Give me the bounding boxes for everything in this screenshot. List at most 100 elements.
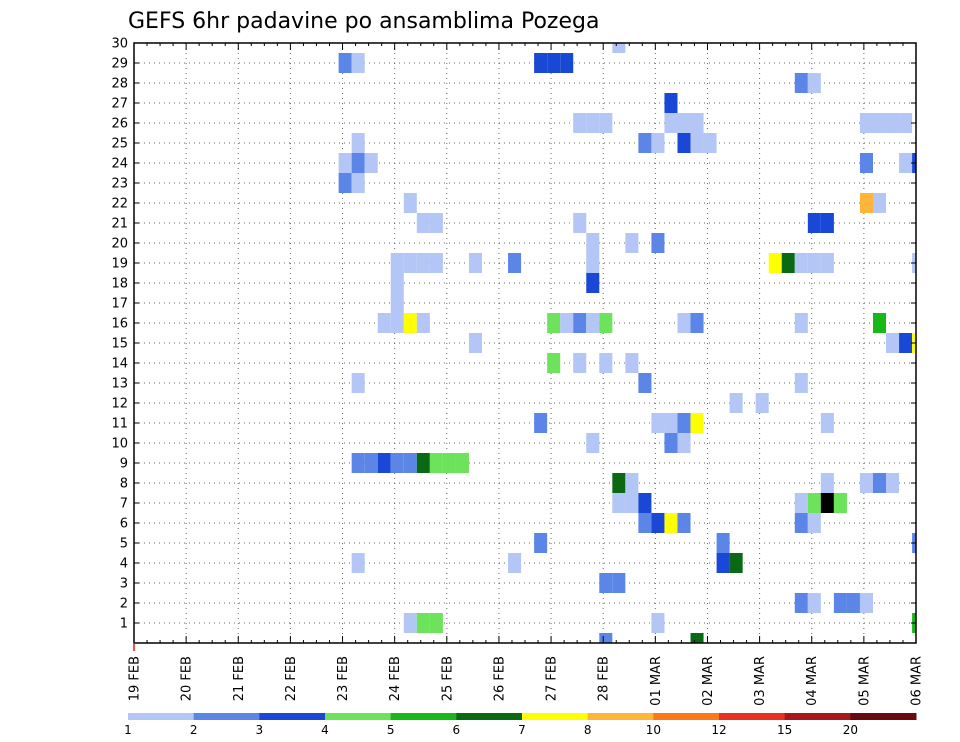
- heatmap-cell: [794, 513, 808, 533]
- heatmap-cell: [664, 113, 678, 133]
- heatmap-cell: [807, 593, 821, 613]
- heatmap-cell: [547, 53, 561, 73]
- colorbar-swatch: [259, 713, 326, 720]
- y-tick-label: 20: [111, 237, 128, 252]
- heatmap-cell: [690, 633, 704, 643]
- x-tick-label: 24 FEB: [388, 656, 403, 701]
- heatmap-cell: [468, 253, 482, 273]
- heatmap-cell: [351, 153, 365, 173]
- heatmap-cell: [599, 573, 613, 593]
- y-tick-label: 11: [111, 417, 128, 432]
- colorbar-label: 7: [518, 723, 526, 737]
- heatmap-cell: [429, 453, 443, 473]
- heatmap-cell: [586, 253, 600, 273]
- heatmap-cell: [429, 613, 443, 633]
- heatmap-cell: [468, 333, 482, 353]
- heatmap-cell: [716, 533, 730, 553]
- heatmap-cell: [586, 233, 600, 253]
- y-tick-label: 3: [120, 577, 128, 592]
- colorbar-swatch: [128, 713, 195, 720]
- heatmap-cell: [664, 413, 678, 433]
- y-tick-label: 10: [111, 437, 128, 452]
- x-tick-label: 27 FEB: [545, 656, 560, 701]
- colorbar-label: 10: [646, 723, 661, 737]
- x-tick-label: 20 FEB: [180, 656, 195, 701]
- y-tick-label: 14: [111, 357, 128, 372]
- heatmap-cell: [338, 53, 352, 73]
- heatmap-cell: [807, 493, 821, 513]
- y-tick-label: 19: [111, 257, 128, 272]
- heatmap-cell: [625, 233, 639, 253]
- heatmap-cell: [833, 593, 847, 613]
- heatmap-cell: [664, 93, 678, 113]
- heatmap-cell: [899, 113, 913, 133]
- heatmap-cell: [886, 113, 900, 133]
- heatmap-cell: [390, 293, 404, 313]
- heatmap-cell: [794, 593, 808, 613]
- heatmap-cell: [899, 333, 913, 353]
- x-tick-label: 22 FEB: [284, 656, 299, 701]
- heatmap-cell: [820, 253, 834, 273]
- heatmap-cell: [625, 473, 639, 493]
- colorbar-label: 15: [777, 723, 792, 737]
- x-tick-label: 02 MAR: [701, 656, 716, 706]
- colorbar-label: 20: [843, 723, 858, 737]
- x-tick-label: 04 MAR: [805, 656, 820, 706]
- y-tick-label: 28: [111, 77, 128, 92]
- heatmap-cell: [390, 273, 404, 293]
- colorbar: 1 2 3 4 5 6 7 8 10 12 15 20: [124, 713, 917, 737]
- y-tick-label: 2: [120, 597, 128, 612]
- x-tick-label: 28 FEB: [597, 656, 612, 701]
- heatmap-cell: [859, 473, 873, 493]
- heatmap-cell: [690, 313, 704, 333]
- heatmap-cell: [820, 413, 834, 433]
- heatmap-cell: [638, 493, 652, 513]
- heatmap-cell: [703, 133, 717, 153]
- colorbar-swatch: [522, 713, 589, 720]
- heatmap-cell: [547, 353, 561, 373]
- colorbar-label: 2: [190, 723, 198, 737]
- heatmap-cell: [768, 253, 782, 273]
- heatmap-cell: [455, 453, 469, 473]
- heatmap-cell: [651, 233, 665, 253]
- y-tick-label: 24: [111, 157, 128, 172]
- heatmap-cell: [534, 413, 548, 433]
- heatmap-cell: [403, 193, 417, 213]
- heatmap-cell: [638, 373, 652, 393]
- y-tick-label: 16: [111, 317, 128, 332]
- heatmap-cell: [390, 313, 404, 333]
- x-tick-label: 05 MAR: [857, 656, 872, 706]
- heatmap-cell: [625, 493, 639, 513]
- heatmap-cell: [403, 613, 417, 633]
- y-tick-label: 18: [111, 277, 128, 292]
- heatmap-cell: [859, 113, 873, 133]
- x-tick-label: 21 FEB: [232, 656, 247, 701]
- y-tick-label: 21: [111, 217, 128, 232]
- heatmap-cell: [872, 313, 887, 333]
- colorbar-swatch: [587, 713, 654, 720]
- heatmap-cell: [716, 553, 730, 573]
- y-tick-label: 27: [111, 97, 128, 112]
- heatmap-cell: [677, 513, 691, 533]
- heatmap-cell: [573, 353, 587, 373]
- heatmap-cell: [351, 53, 365, 73]
- y-tick-label: 12: [111, 397, 128, 412]
- heatmap-cell: [403, 313, 417, 333]
- heatmap-cell: [820, 473, 834, 493]
- heatmap-cell: [508, 553, 522, 573]
- y-tick-label: 23: [111, 177, 128, 192]
- y-tick-label: 15: [111, 337, 128, 352]
- heatmap-cell: [416, 253, 430, 273]
- heatmap-cell: [807, 73, 821, 93]
- heatmap-cell: [351, 453, 365, 473]
- heatmap-cell: [612, 43, 626, 53]
- heatmap-cell: [416, 313, 430, 333]
- colorbar-swatch: [390, 713, 457, 720]
- y-tick-label: 26: [111, 117, 128, 132]
- y-tick-label: 17: [111, 297, 128, 312]
- heatmap-cell: [820, 493, 834, 513]
- heatmap-cell: [859, 193, 873, 213]
- heatmap-cell: [364, 453, 378, 473]
- x-tick-label: 19 FEB: [128, 656, 143, 701]
